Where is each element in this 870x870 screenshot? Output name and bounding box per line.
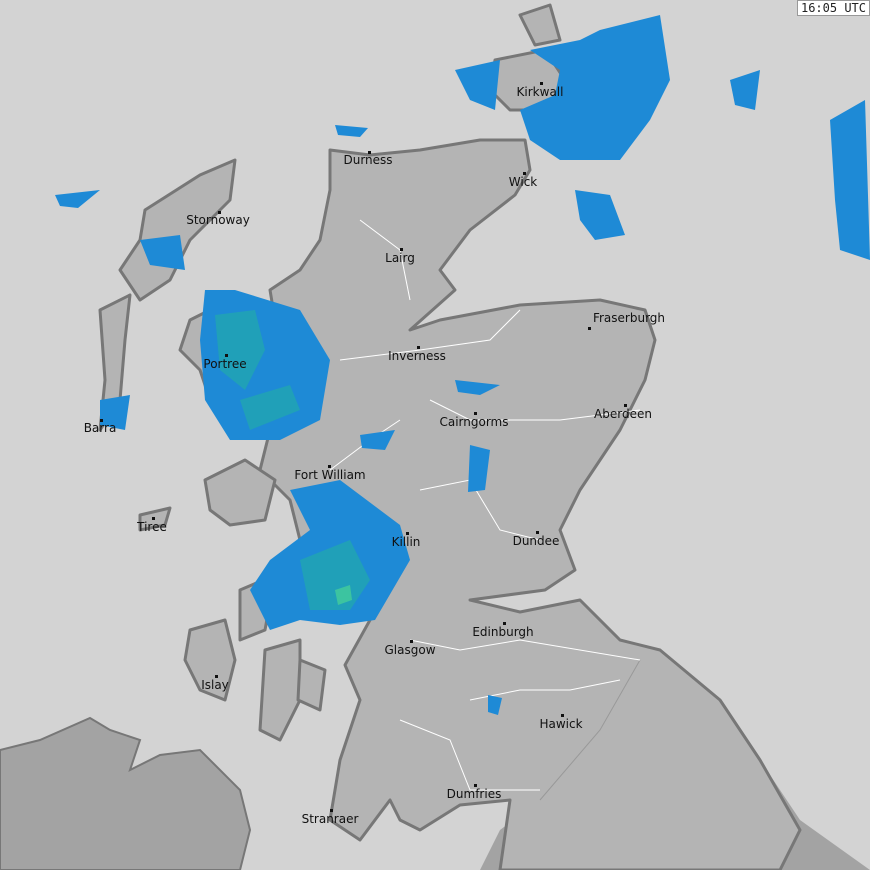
city-dot bbox=[417, 346, 420, 349]
place-fraserburgh: Fraserburgh bbox=[592, 311, 666, 325]
place-killin: Killin bbox=[391, 535, 421, 549]
place-fort-william: Fort William bbox=[294, 468, 366, 482]
place-dundee: Dundee bbox=[512, 534, 560, 548]
city-dot bbox=[100, 419, 103, 422]
place-edinburgh: Edinburgh bbox=[472, 625, 534, 639]
place-durness: Durness bbox=[343, 153, 393, 167]
place-kirkwall: Kirkwall bbox=[516, 85, 564, 99]
city-dot bbox=[523, 172, 526, 175]
border-line bbox=[539, 659, 641, 801]
city-dot bbox=[328, 465, 331, 468]
city-dot bbox=[330, 809, 333, 812]
city-dot bbox=[410, 640, 413, 643]
city-dot bbox=[406, 532, 409, 535]
roads bbox=[329, 219, 641, 791]
city-dot bbox=[540, 82, 543, 85]
place-islay: Islay bbox=[201, 678, 229, 692]
city-dot bbox=[536, 531, 539, 534]
place-barra: Barra bbox=[83, 421, 117, 435]
city-dot bbox=[400, 248, 403, 251]
city-dot bbox=[624, 404, 627, 407]
place-cairngorms: Cairngorms bbox=[439, 415, 509, 429]
place-tiree: Tiree bbox=[137, 520, 167, 534]
place-inverness: Inverness bbox=[388, 349, 446, 363]
place-aberdeen: Aberdeen bbox=[594, 407, 652, 421]
city-dot bbox=[218, 211, 221, 214]
city-dot bbox=[225, 354, 228, 357]
place-wick: Wick bbox=[508, 175, 538, 189]
city-dot bbox=[368, 151, 371, 154]
scotland-mainland bbox=[258, 138, 802, 870]
place-stornoway: Stornoway bbox=[186, 213, 250, 227]
city-dot bbox=[561, 714, 564, 717]
city-dot bbox=[215, 675, 218, 678]
place-dumfries: Dumfries bbox=[446, 787, 502, 801]
city-dot bbox=[474, 784, 477, 787]
city-dot bbox=[152, 517, 155, 520]
place-lairg: Lairg bbox=[385, 251, 415, 265]
radar-echoes bbox=[55, 15, 870, 715]
city-dot bbox=[588, 327, 591, 330]
place-portree: Portree bbox=[203, 357, 247, 371]
city-dot bbox=[503, 622, 506, 625]
place-hawick: Hawick bbox=[539, 717, 583, 731]
timestamp-label: 16:05 UTC bbox=[796, 0, 870, 16]
place-glasgow: Glasgow bbox=[384, 643, 436, 657]
ireland bbox=[0, 716, 252, 870]
place-stranraer: Stranraer bbox=[301, 812, 359, 826]
city-dot bbox=[474, 412, 477, 415]
